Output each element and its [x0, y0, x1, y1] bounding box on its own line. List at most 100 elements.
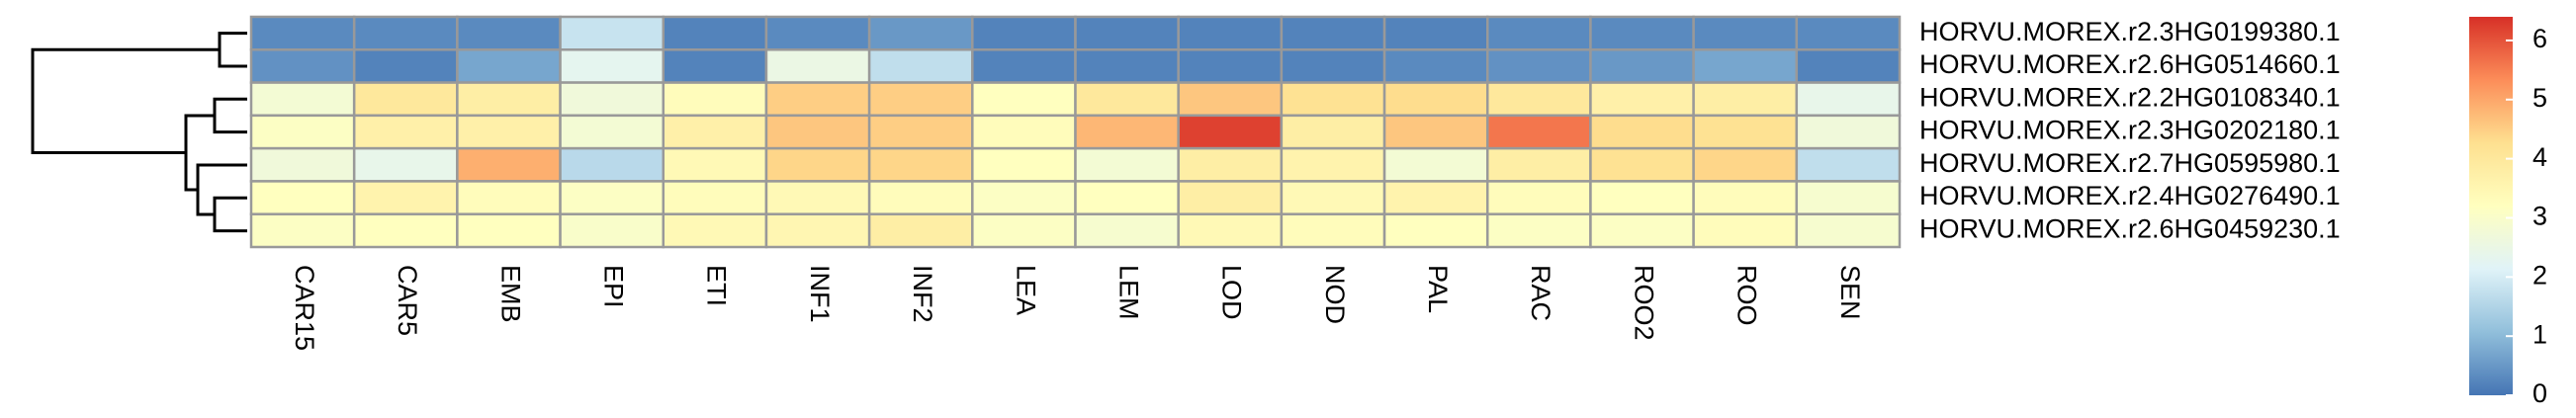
- heatmap-cell: [867, 15, 974, 51]
- heatmap-cell: [1074, 146, 1180, 183]
- heatmap-cell: [1486, 212, 1592, 249]
- heatmap-cell: [1692, 81, 1799, 118]
- heatmap-cell: [1177, 212, 1284, 249]
- heatmap-cell: [662, 81, 768, 118]
- heatmap-cell: [352, 212, 459, 249]
- heatmap-cell: [867, 114, 974, 150]
- colorbar-tick-label: 3: [2532, 202, 2547, 231]
- heatmap-cell: [764, 212, 871, 249]
- heatmap-cell: [1589, 48, 1695, 84]
- heatmap-cell: [1280, 48, 1386, 84]
- heatmap-cell: [559, 81, 665, 118]
- heatmap-cell: [1074, 81, 1180, 118]
- heatmap-cell: [456, 180, 562, 215]
- heatmap-cell: [1382, 212, 1489, 249]
- heatmap-cell: [662, 180, 768, 215]
- heatmap-cell: [1692, 48, 1799, 84]
- row-label: HORVU.MOREX.r2.6HG0459230.1: [1919, 213, 2341, 243]
- heatmap-cell: [867, 212, 974, 249]
- heatmap-cell: [1486, 146, 1592, 183]
- heatmap-cell: [1382, 81, 1489, 118]
- column-label: LEM: [1113, 265, 1143, 320]
- heatmap-cell: [352, 146, 459, 183]
- column-label: LEA: [1011, 265, 1040, 315]
- heatmap-cell: [1589, 180, 1695, 215]
- heatmap-cell: [1177, 180, 1284, 215]
- column-label: LOD: [1217, 265, 1247, 320]
- heatmap-cell: [971, 114, 1077, 150]
- heatmap-cell: [559, 212, 665, 249]
- heatmap-cell: [559, 48, 665, 84]
- heatmap-cell: [1074, 15, 1180, 51]
- column-label: INF1: [805, 265, 835, 323]
- column-label: CAR15: [290, 265, 319, 351]
- colorbar: [2469, 17, 2513, 395]
- column-label: CAR5: [393, 265, 422, 336]
- heatmap-cell: [971, 15, 1077, 51]
- heatmap-cell: [559, 15, 665, 51]
- heatmap-cell: [662, 212, 768, 249]
- heatmap-cell: [1074, 48, 1180, 84]
- heatmap-cell: [1177, 48, 1284, 84]
- heatmap-cell: [971, 48, 1077, 84]
- heatmap-cell: [867, 48, 974, 84]
- heatmap-cell: [559, 180, 665, 215]
- heatmap-cell: [1795, 212, 1902, 249]
- heatmap-cell: [1692, 15, 1799, 51]
- heatmap-cell: [1692, 146, 1799, 183]
- heatmap-cell: [764, 81, 871, 118]
- heatmap-cell: [867, 180, 974, 215]
- column-label: EMB: [495, 265, 525, 323]
- heatmap-cell: [1486, 114, 1592, 150]
- colorbar-tick-label: 1: [2532, 319, 2547, 349]
- heatmap-cell: [764, 15, 871, 51]
- heatmap-cell: [971, 81, 1077, 118]
- column-label: RAC: [1526, 265, 1555, 321]
- colorbar-tick-label: 2: [2532, 260, 2547, 290]
- row-label: HORVU.MOREX.r2.7HG0595980.1: [1919, 148, 2341, 178]
- colorbar-tick-label: 6: [2532, 24, 2547, 53]
- heatmap-cell: [249, 212, 356, 249]
- heatmap-cell: [456, 114, 562, 150]
- heatmap-cell: [867, 81, 974, 118]
- heatmap-cell: [249, 180, 356, 215]
- heatmap-cell: [1486, 81, 1592, 118]
- heatmap-cell: [1177, 114, 1284, 150]
- heatmap-cell: [559, 146, 665, 183]
- heatmap-cell: [249, 15, 356, 51]
- heatmap-cell: [1589, 146, 1695, 183]
- heatmap-cell: [456, 81, 562, 118]
- dendrogram: [31, 32, 247, 233]
- heatmap-cell: [971, 212, 1077, 249]
- heatmap-cell: [764, 180, 871, 215]
- column-label: SEN: [1835, 265, 1865, 320]
- heatmap-cell: [662, 15, 768, 51]
- heatmap-cell: [1795, 114, 1902, 150]
- row-label: HORVU.MOREX.r2.3HG0199380.1: [1919, 17, 2341, 46]
- heatmap-cell: [1589, 114, 1695, 150]
- heatmap-cell: [1382, 48, 1489, 84]
- heatmap-cell: [867, 146, 974, 183]
- heatmap-cell: [1382, 180, 1489, 215]
- heatmap-cell: [249, 48, 356, 84]
- colorbar-tick-label: 0: [2532, 378, 2547, 408]
- heatmap-cell: [1486, 15, 1592, 51]
- colorbar-tick-label: 5: [2532, 83, 2547, 113]
- heatmap-cell: [1486, 180, 1592, 215]
- heatmap-cell: [1382, 114, 1489, 150]
- heatmap-cell: [352, 81, 459, 118]
- heatmap-cell: [1074, 180, 1180, 215]
- heatmap-cell: [1589, 212, 1695, 249]
- heatmap-cell: [1589, 81, 1695, 118]
- column-label: PAL: [1423, 265, 1453, 313]
- heatmap-cell: [764, 114, 871, 150]
- heatmap-cell: [1177, 15, 1284, 51]
- heatmap-cell: [1795, 81, 1902, 118]
- heatmap-cell: [764, 48, 871, 84]
- heatmap-cell: [249, 81, 356, 118]
- heatmap-cell: [1692, 180, 1799, 215]
- heatmap-cell: [249, 114, 356, 150]
- column-label: ROO2: [1629, 265, 1658, 341]
- heatmap-cell: [456, 146, 562, 183]
